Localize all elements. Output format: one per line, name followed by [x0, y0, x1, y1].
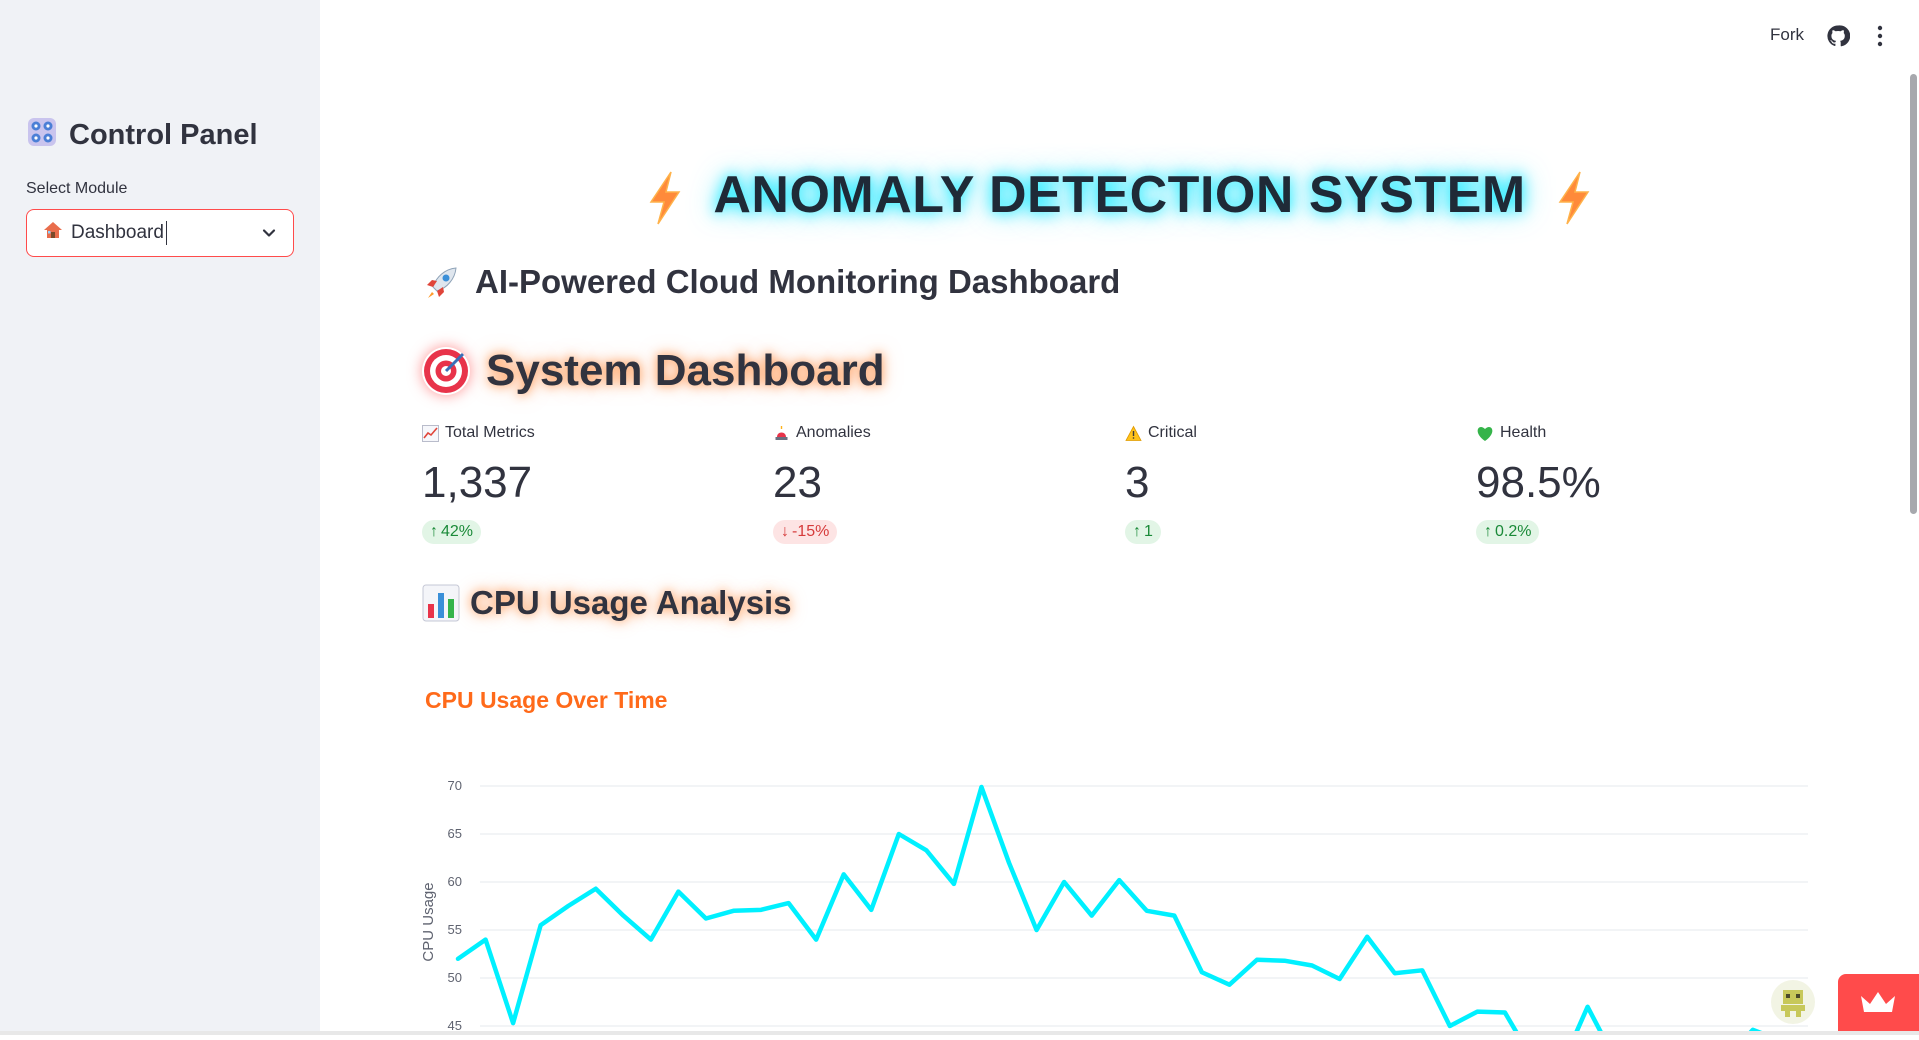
metric-delta: ↓ -15%	[773, 520, 837, 544]
control-knobs-icon	[27, 117, 57, 153]
metric-label: Total Metrics	[445, 424, 535, 442]
cpu-series-line	[458, 787, 1808, 1035]
cpu-usage-analysis-text: CPU Usage Analysis	[470, 584, 792, 622]
y-tick-label: 55	[448, 922, 462, 937]
metric-anomalies: Anomalies 23 ↓ -15%	[773, 424, 1103, 544]
metric-delta: ↑ 0.2%	[1476, 520, 1539, 544]
lightning-bolt-icon	[1554, 170, 1594, 226]
sidebar-title-text: Control Panel	[69, 119, 258, 152]
metric-value: 23	[773, 458, 1103, 508]
green-heart-icon	[1476, 425, 1494, 442]
y-tick-label: 65	[448, 826, 462, 841]
metric-health: Health 98.5% ↑ 0.2%	[1476, 424, 1806, 544]
y-tick-label: 60	[448, 874, 462, 889]
streamlit-badge-button[interactable]	[1838, 974, 1919, 1035]
metric-label: Anomalies	[796, 424, 871, 442]
fork-button[interactable]: Fork	[1770, 25, 1804, 45]
metric-value: 3	[1125, 458, 1455, 508]
arrow-up-icon: ↑	[430, 523, 438, 541]
arrow-up-icon: ↑	[1133, 523, 1141, 541]
metric-label: Health	[1500, 424, 1546, 442]
system-dashboard-heading-text: System Dashboard	[486, 346, 885, 396]
bar-chart-icon	[422, 584, 460, 622]
chart-increasing-icon	[422, 425, 439, 442]
metric-delta: ↑ 42%	[422, 520, 481, 544]
direct-hit-target-icon	[422, 347, 470, 395]
robot-icon	[1771, 980, 1815, 1024]
crown-icon	[1838, 974, 1919, 1035]
metric-delta-value: 42%	[441, 523, 473, 541]
page-title-text: ANOMALY DETECTION SYSTEM	[713, 166, 1525, 224]
arrow-up-icon: ↑	[1484, 523, 1492, 541]
lightning-bolt-icon	[645, 170, 685, 226]
system-dashboard-heading: System Dashboard	[422, 346, 885, 396]
page-title: ANOMALY DETECTION SYSTEM	[0, 165, 1919, 226]
y-tick-label: 50	[448, 970, 462, 985]
metric-total-metrics: Total Metrics 1,337 ↑ 42%	[422, 424, 752, 544]
arrow-down-icon: ↓	[781, 523, 789, 541]
mascot-avatar[interactable]	[1771, 980, 1815, 1024]
subtitle-text: AI-Powered Cloud Monitoring Dashboard	[475, 263, 1120, 301]
scrollbar-thumb[interactable]	[1910, 74, 1917, 514]
chart-title: CPU Usage Over Time	[425, 687, 667, 714]
y-axis-label: CPU Usage	[420, 882, 437, 961]
sidebar-title: Control Panel	[27, 115, 258, 155]
metric-label: Critical	[1148, 424, 1197, 442]
metric-delta-value: -15%	[792, 523, 829, 541]
page-subtitle: AI-Powered Cloud Monitoring Dashboard	[423, 263, 1120, 301]
metric-critical: Critical 3 ↑ 1	[1125, 424, 1455, 544]
metric-value: 1,337	[422, 458, 752, 508]
metric-delta-value: 1	[1144, 523, 1153, 541]
github-icon[interactable]	[1826, 24, 1850, 48]
warning-icon	[1125, 425, 1142, 442]
y-tick-label: 70	[448, 778, 462, 793]
cpu-usage-analysis-heading: CPU Usage Analysis	[422, 584, 792, 622]
bottom-border	[0, 1031, 1919, 1035]
metric-delta-value: 0.2%	[1495, 523, 1531, 541]
metric-value: 98.5%	[1476, 458, 1806, 508]
more-menu-icon[interactable]	[1876, 24, 1884, 48]
metric-delta: ↑ 1	[1125, 520, 1161, 544]
sidebar: Control Panel Select Module Dashboard	[0, 0, 320, 1035]
siren-icon	[773, 425, 790, 442]
rocket-icon	[423, 263, 461, 301]
